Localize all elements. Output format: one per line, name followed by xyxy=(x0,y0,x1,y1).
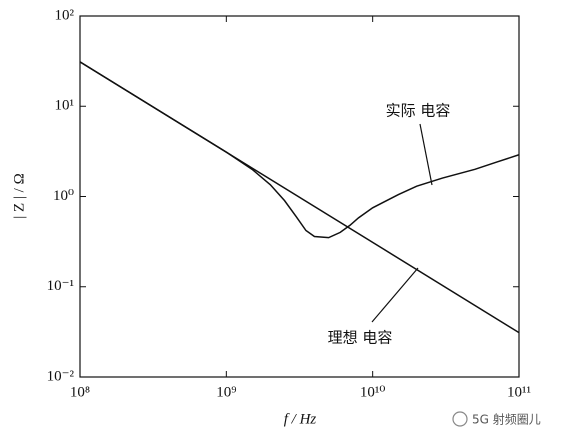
x-tick-label: 10⁹ xyxy=(216,384,236,400)
series-label: 理想 电容 xyxy=(328,329,393,347)
watermark-icon xyxy=(452,411,468,427)
annotation-leader xyxy=(419,123,433,186)
line-series xyxy=(79,61,520,239)
y-axis-label: | Z | / Ω xyxy=(11,173,27,218)
y-tick-label: 10⁻² xyxy=(47,368,75,384)
y-tick-label: 10⁻¹ xyxy=(47,278,74,294)
x-tick-label: 10¹¹ xyxy=(507,384,531,400)
y-tick-label: 10¹ xyxy=(55,98,75,114)
x-axis-label: f / Hz xyxy=(284,411,317,427)
x-tick-label: 10¹⁰ xyxy=(360,384,386,400)
y-tick-label: 10⁰ xyxy=(53,188,74,204)
watermark: 5G 射频圈儿 xyxy=(452,411,541,427)
annotation-leader xyxy=(371,267,419,323)
y-tick-label: 10² xyxy=(55,7,75,23)
x-tick-label: 10⁸ xyxy=(70,384,90,400)
watermark-text: 5G 射频圈儿 xyxy=(472,412,541,427)
series-label: 实际 电容 xyxy=(386,102,451,120)
